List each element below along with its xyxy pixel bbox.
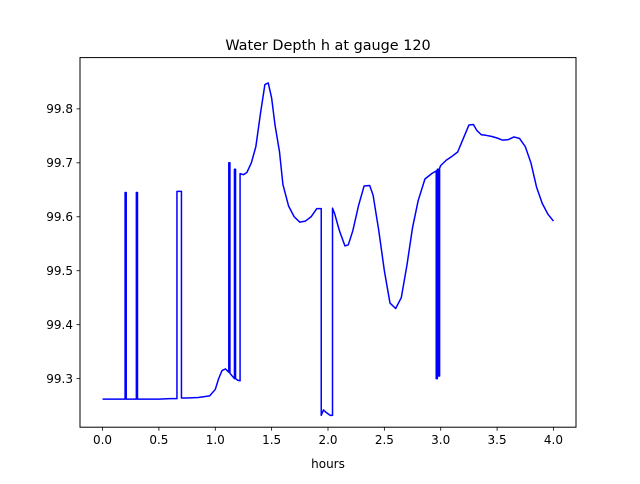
x-tick-label: 1.0 — [206, 433, 225, 447]
series-line-0 — [102, 82, 555, 417]
y-axis: 99.3 99.4 99.5 99.6 99.7 99.8 — [46, 102, 80, 386]
x-tick-label: 2.5 — [375, 433, 394, 447]
y-tick-label: 99.4 — [46, 318, 73, 332]
x-tick-label: 0.5 — [149, 433, 168, 447]
plot-area — [102, 82, 555, 417]
y-tick-label: 99.3 — [46, 372, 73, 386]
y-tick-label: 99.7 — [46, 156, 73, 170]
x-tick-label: 2.0 — [318, 433, 337, 447]
y-tick-label: 99.5 — [46, 264, 73, 278]
chart-title: Water Depth h at gauge 120 — [225, 38, 430, 54]
x-axis-label: hours — [311, 457, 345, 471]
x-tick-label: 0.0 — [93, 433, 112, 447]
x-tick-label: 1.5 — [262, 433, 281, 447]
y-tick-label: 99.6 — [46, 210, 73, 224]
plot-frame — [79, 57, 577, 428]
x-tick-label: 3.0 — [431, 433, 450, 447]
x-tick-label: 4.0 — [544, 433, 563, 447]
x-tick-label: 3.5 — [488, 433, 507, 447]
x-axis: 0.0 0.5 1.0 1.5 2.0 2.5 3.0 3.5 4.0 — [93, 427, 563, 447]
y-tick-label: 99.8 — [46, 102, 73, 116]
